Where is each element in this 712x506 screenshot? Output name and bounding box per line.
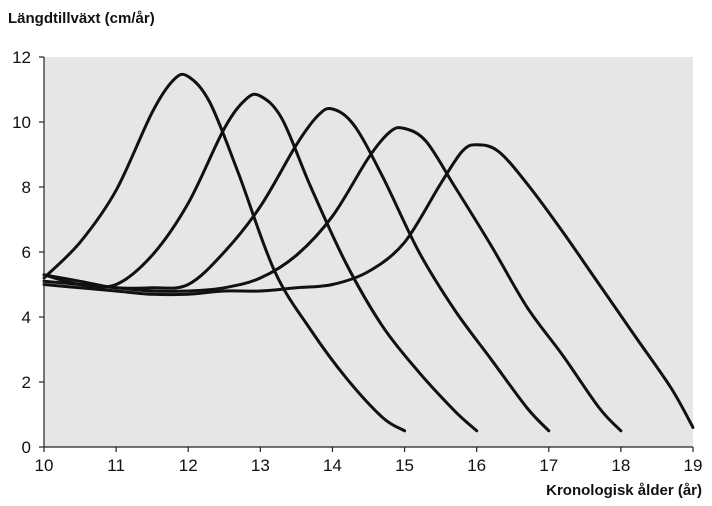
x-tick-label: 13 xyxy=(251,456,270,475)
x-tick-label: 19 xyxy=(684,456,703,475)
y-axis-label: Längdtillväxt (cm/år) xyxy=(8,10,155,27)
x-tick-label: 12 xyxy=(179,456,198,475)
series-line-4 xyxy=(42,126,623,433)
y-tick-label: 0 xyxy=(22,438,31,457)
y-tick-label: 4 xyxy=(22,308,31,327)
series-line-3 xyxy=(42,106,551,433)
y-tick-label: 8 xyxy=(22,178,31,197)
series-line-1 xyxy=(42,72,407,433)
y-tick-label: 12 xyxy=(12,48,31,67)
y-tick-label: 2 xyxy=(22,373,31,392)
x-tick-label: 16 xyxy=(467,456,486,475)
x-tick-label: 17 xyxy=(539,456,558,475)
x-tick-label: 15 xyxy=(395,456,414,475)
y-tick-label: 10 xyxy=(12,113,31,132)
x-tick-label: 11 xyxy=(107,456,125,475)
series-lines xyxy=(42,72,695,433)
x-tick-label: 10 xyxy=(35,456,54,475)
axes: 0 2 4 6 8 10 12 10 11 12 13 14 15 16 17 18 19 xyxy=(12,48,702,475)
series-line-2 xyxy=(42,92,479,433)
plot-area xyxy=(44,57,693,447)
x-tick-label: 14 xyxy=(323,456,342,475)
x-axis-label: Kronologisk ålder (år) xyxy=(546,482,702,499)
series-line-5 xyxy=(42,143,695,429)
x-tick-label: 18 xyxy=(611,456,630,475)
y-tick-label: 6 xyxy=(22,243,31,262)
